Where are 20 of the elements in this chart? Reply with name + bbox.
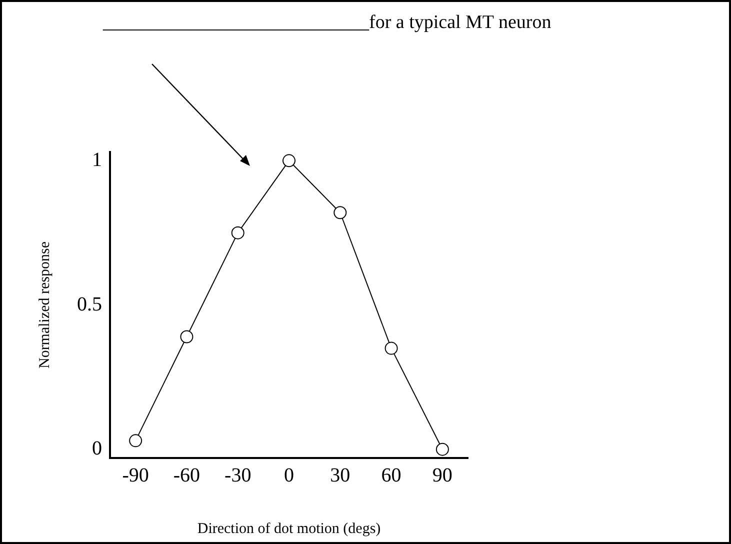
y-tick-label: 0.5 bbox=[77, 293, 102, 316]
x-tick-label: -90 bbox=[122, 464, 149, 486]
y-axis-title: Normalized response bbox=[36, 241, 53, 369]
x-tick-label: 60 bbox=[381, 464, 402, 486]
point bbox=[282, 154, 296, 168]
point bbox=[436, 442, 449, 456]
point bbox=[129, 434, 142, 448]
x-tick-label: -60 bbox=[173, 464, 200, 486]
y-tick-label: 0 bbox=[92, 438, 102, 460]
x-tick-label: 30 bbox=[330, 464, 350, 486]
x-tick-label: 90 bbox=[432, 464, 452, 486]
point bbox=[384, 342, 398, 355]
point bbox=[334, 206, 347, 220]
x-tick-label: -30 bbox=[224, 464, 252, 486]
y-tick-label: 1 bbox=[92, 148, 102, 171]
chart-title: ____________________________for a typical MT neuron bbox=[103, 12, 552, 34]
point bbox=[180, 330, 194, 344]
x-axis-title: Direction of dot motion (degs) bbox=[197, 520, 381, 537]
point bbox=[231, 226, 244, 240]
x-tick-label: 0 bbox=[284, 464, 294, 486]
